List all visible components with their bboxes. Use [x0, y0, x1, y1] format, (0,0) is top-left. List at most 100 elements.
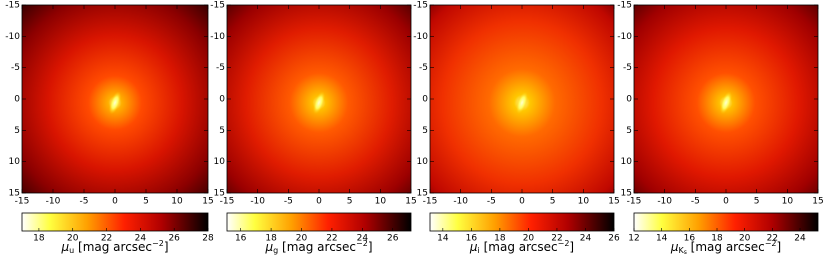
colorbar-tick-label: 20 — [523, 234, 535, 244]
colorbar — [429, 212, 615, 232]
x-tick-label: 0 — [519, 197, 525, 207]
colorbar-tick-label: 24 — [357, 234, 369, 244]
y-tick-label: -5 — [216, 63, 225, 73]
x-tick-label: 15 — [405, 197, 416, 207]
y-tick-label: 0 — [626, 95, 632, 105]
x-tick-label: 10 — [375, 197, 387, 207]
y-tick-label: 10 — [417, 157, 429, 167]
y-tick-label: 0 — [219, 95, 225, 105]
label-exponent: −2 — [356, 239, 368, 248]
x-tick-label: -5 — [691, 197, 700, 207]
y-tick-label: 10 — [9, 157, 21, 167]
label-exponent: −2 — [152, 239, 164, 248]
colorbar-tick-label: 16 — [466, 234, 478, 244]
colorbar-tick-label: 24 — [794, 234, 806, 244]
y-tick-label: 5 — [14, 126, 20, 136]
label-subsubscript: s — [684, 249, 687, 256]
y-tick-label: -10 — [617, 32, 632, 42]
label-close: ] — [776, 240, 781, 254]
x-tick-label: 0 — [723, 197, 729, 207]
y-tick-label: 5 — [422, 126, 428, 136]
colorbar-tick-label: 22 — [767, 234, 778, 244]
x-tick-label: 5 — [347, 197, 353, 207]
colorbar-tick-label: 24 — [580, 234, 592, 244]
x-tick-label: -5 — [80, 197, 89, 207]
x-tick-label: 15 — [608, 197, 619, 207]
x-tick-label: -15 — [220, 197, 235, 207]
y-tick-label: -15 — [617, 1, 632, 11]
colorbar-label: μi [mag arcsec−2] — [469, 239, 574, 255]
y-tick-label: 10 — [621, 157, 633, 167]
colorbar-tick-label: 26 — [608, 234, 620, 244]
colorbar-tick-label: 28 — [202, 234, 214, 244]
x-tick-label: -5 — [284, 197, 293, 207]
colorbar — [21, 212, 209, 232]
x-tick-label: 15 — [202, 197, 213, 207]
colorbar-tick-label: 22 — [551, 234, 562, 244]
label-unit: [mag arcsec — [278, 240, 356, 254]
x-tick-label: -10 — [46, 197, 61, 207]
colorbar-tick-label: 16 — [235, 234, 247, 244]
label-subscript: g — [273, 246, 278, 255]
colorbar-label: μu [mag arcsec−2] — [60, 239, 168, 255]
y-tick-label: -5 — [11, 63, 20, 73]
x-tick-label: -15 — [423, 197, 438, 207]
label-subscript: i — [478, 246, 480, 255]
x-tick-label: -15 — [627, 197, 642, 207]
label-close: ] — [164, 240, 169, 254]
colorbar — [226, 212, 412, 232]
label-unit: [mag arcsec — [74, 240, 152, 254]
y-tick-label: -15 — [413, 1, 428, 11]
x-tick-label: -10 — [657, 197, 672, 207]
colorbar-tick-label: 18 — [711, 234, 723, 244]
x-tick-label: -5 — [487, 197, 496, 207]
x-tick-label: -15 — [15, 197, 30, 207]
colorbar-tick-label: 22 — [326, 234, 337, 244]
colorbar-label: μg [mag arcsec−2] — [264, 239, 372, 255]
label-unit: [mag arcsec — [687, 240, 765, 254]
label-subscript: K — [678, 246, 684, 255]
colorbar-tick-label: 20 — [67, 234, 79, 244]
colorbar-tick-label: 20 — [296, 234, 308, 244]
y-tick-label: 15 — [417, 189, 428, 199]
label-close: ] — [368, 240, 373, 254]
label-symbol: μ — [264, 240, 273, 254]
colorbar-tick-label: 12 — [628, 234, 639, 244]
colorbar-tick-label: 24 — [135, 234, 147, 244]
colorbar-label: μKs [mag arcsec−2] — [670, 239, 781, 256]
y-tick-label: 15 — [621, 189, 632, 199]
colorbar-tick-label: 18 — [265, 234, 277, 244]
x-tick-label: -10 — [250, 197, 265, 207]
bright-core — [312, 91, 326, 115]
y-tick-label: -10 — [5, 32, 20, 42]
label-symbol: μ — [60, 240, 69, 254]
x-tick-label: 5 — [143, 197, 149, 207]
y-tick-label: 10 — [214, 157, 226, 167]
x-tick-label: 10 — [171, 197, 183, 207]
x-tick-label: -10 — [453, 197, 468, 207]
label-exponent: −2 — [558, 239, 570, 248]
label-unit: [mag arcsec — [480, 240, 558, 254]
y-tick-label: -5 — [419, 63, 428, 73]
x-tick-label: 5 — [550, 197, 556, 207]
x-tick-label: 0 — [112, 197, 118, 207]
colorbar — [633, 212, 819, 232]
label-exponent: −2 — [765, 239, 777, 248]
label-symbol: μ — [670, 240, 679, 254]
colorbar-tick-label: 14 — [656, 234, 668, 244]
label-subscript: u — [69, 246, 74, 255]
y-tick-label: -5 — [623, 63, 632, 73]
y-tick-label: 15 — [214, 189, 225, 199]
y-tick-label: -15 — [5, 1, 20, 11]
y-tick-label: 5 — [626, 126, 632, 136]
colorbar-tick-label: 26 — [168, 234, 180, 244]
y-tick-label: -15 — [210, 1, 225, 11]
colorbar-tick-label: 26 — [387, 234, 399, 244]
colorbar-tick-label: 20 — [739, 234, 751, 244]
label-close: ] — [569, 240, 574, 254]
y-tick-label: -10 — [413, 32, 428, 42]
y-tick-label: 15 — [9, 189, 20, 199]
label-symbol: μ — [469, 240, 478, 254]
colorbar-tick-label: 18 — [33, 234, 45, 244]
